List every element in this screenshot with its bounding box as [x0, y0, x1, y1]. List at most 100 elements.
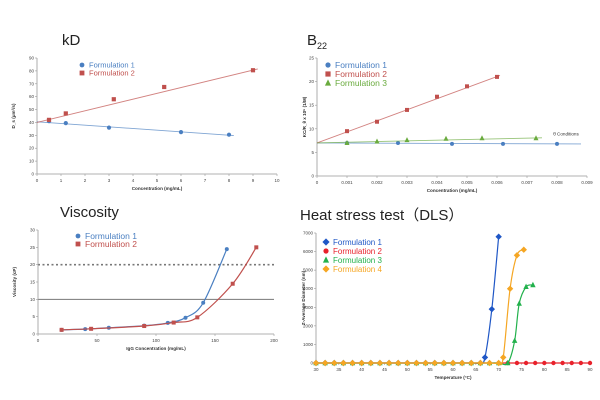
legend-marker-1	[79, 62, 85, 68]
y-tick-label: 0	[31, 172, 34, 177]
data-point-series-3	[523, 283, 529, 290]
y-tick-label: 20	[309, 79, 315, 84]
legend-label-1: Formulation 1	[89, 61, 135, 70]
data-point-series-2	[587, 360, 593, 366]
data-point-series-2	[542, 360, 547, 366]
data-point-series-4	[312, 359, 320, 367]
data-point-series-2	[465, 84, 469, 89]
data-point-series-3	[404, 137, 410, 143]
data-point-series-4	[477, 359, 484, 367]
viscosity-chart: 0 50 100 150 200 0 5 10 15 20 25 30 IgG Concentratio…	[12, 228, 278, 352]
x-tick-label: 0.004	[431, 180, 443, 185]
kd-chart: 0 1 2 3 4 5 6 7 8 9 10 0 10 20 30 40 50 60 70 80 90 Concentra…	[11, 56, 280, 192]
x-tick-label: 0.005	[461, 180, 473, 185]
y-tick-label: 5	[32, 314, 35, 319]
y-tick-label: 50	[29, 107, 35, 112]
data-point-series-4	[440, 359, 448, 367]
data-point-series-2	[514, 360, 520, 366]
x-tick-label: 200	[270, 338, 278, 343]
y-tick-label: 0	[32, 332, 35, 337]
b22-title-main: B	[307, 32, 318, 49]
dls-panel-title: Heat stress test（DLS）	[300, 207, 464, 224]
y-tick-label: 40	[29, 120, 35, 125]
x-axis-title: Concentration (mg/mL)	[132, 186, 183, 191]
x-tick-label: 4	[132, 178, 135, 183]
x-tick-label: 3	[108, 178, 111, 183]
legend-label-1: Formulation 1	[333, 238, 382, 247]
data-point-series-1	[481, 354, 489, 361]
data-point-series-2	[560, 360, 565, 366]
x-tick-label: 55	[428, 367, 434, 372]
data-point-series-1	[63, 120, 68, 126]
x-axis-title: Concentration (mg/mL)	[427, 188, 478, 193]
y-tick-label: 2000	[303, 323, 314, 328]
data-point-series-1	[450, 141, 454, 146]
data-point-series-3	[533, 135, 539, 141]
data-point-series-2	[495, 74, 499, 79]
data-point-series-1	[178, 130, 184, 135]
data-point-series-1	[183, 315, 188, 320]
trendline-series-1	[316, 142, 582, 145]
data-point-series-1	[555, 141, 559, 146]
x-tick-label: 1	[60, 178, 63, 183]
y-tick-label: 6000	[303, 249, 314, 254]
x-tick-label: 7	[204, 178, 207, 183]
legend-marker-1	[322, 238, 330, 246]
data-point-series-1	[495, 233, 502, 240]
x-tick-label: 0.006	[491, 180, 503, 185]
data-point-series-2	[63, 111, 68, 116]
data-point-series-4	[486, 359, 493, 367]
dls-chart: 30 35 40 45 50 55 60 65 70 75 80 85 90 0 1000 2000 3000 4…	[301, 231, 593, 381]
y-tick-label: 60	[29, 94, 35, 99]
y-axis-title: KC/R_θ x 10⁶ (1/M)	[302, 96, 307, 137]
data-point-series-2	[254, 245, 259, 250]
legend-marker-2	[75, 241, 81, 247]
data-point-series-4	[321, 359, 329, 367]
y-tick-label: 25	[30, 245, 36, 250]
data-point-series-1	[224, 247, 229, 252]
y-tick-label: 20	[30, 262, 36, 267]
data-point-series-2	[375, 119, 379, 124]
b22-panel-title: B22	[307, 32, 327, 51]
x-tick-label: 10	[274, 178, 280, 183]
data-point-series-4	[349, 359, 356, 367]
legend-label-2: Formulation 2	[333, 247, 382, 256]
x-tick-label: 8	[228, 178, 231, 183]
data-point-series-2	[142, 324, 147, 329]
x-tick-label: 0.008	[551, 180, 563, 185]
legend-label-2: Formulation 2	[335, 69, 387, 79]
data-point-series-2	[230, 281, 235, 286]
data-point-series-4	[431, 359, 438, 367]
data-point-series-4	[520, 246, 527, 253]
data-point-series-3	[479, 135, 485, 141]
x-tick-label: 75	[519, 367, 525, 372]
data-point-series-2	[250, 68, 256, 73]
x-tick-label: 60	[450, 367, 456, 372]
line-series-2	[61, 247, 257, 331]
data-point-series-2	[578, 360, 584, 366]
data-point-series-2	[569, 360, 574, 366]
x-tick-label: 65	[473, 367, 479, 372]
x-tick-label: 0	[36, 178, 39, 183]
legend-marker-2	[79, 70, 85, 76]
data-point-series-1	[201, 300, 206, 305]
x-tick-label: 90	[587, 367, 593, 372]
x-tick-label: 0.001	[341, 180, 353, 185]
kd-panel-title: kD	[62, 32, 81, 49]
data-point-series-4	[500, 354, 507, 361]
data-point-series-1	[396, 140, 400, 145]
legend-marker-4	[322, 265, 330, 273]
data-point-series-2	[435, 94, 439, 99]
data-point-series-4	[404, 359, 411, 367]
data-point-series-2	[89, 326, 94, 331]
y-tick-label: 0	[310, 361, 313, 366]
x-tick-label: 5	[156, 178, 159, 183]
y-tick-label: 4000	[303, 286, 314, 291]
x-tick-label: 6	[180, 178, 183, 183]
trendline-series-2	[36, 68, 258, 123]
legend-marker-3	[324, 79, 332, 86]
x-tick-label: 0	[37, 338, 40, 343]
trendline-series-1	[36, 121, 234, 137]
data-point-series-4	[506, 285, 514, 292]
data-point-series-2	[59, 327, 64, 332]
